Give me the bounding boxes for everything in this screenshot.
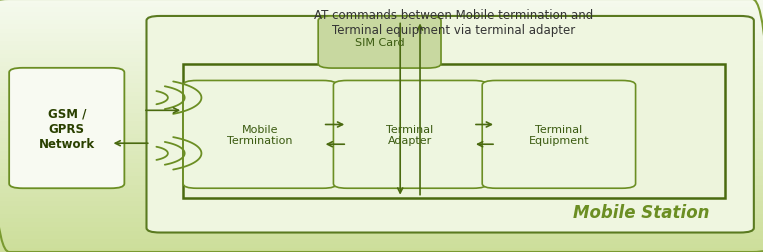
Bar — [0, 25, 763, 29]
FancyBboxPatch shape — [333, 81, 487, 188]
Bar — [0, 8, 763, 13]
Bar — [0, 197, 763, 202]
Bar — [0, 76, 763, 80]
Text: Terminal
Adapter: Terminal Adapter — [387, 124, 433, 146]
Bar — [0, 227, 763, 231]
Bar — [0, 239, 763, 244]
Bar — [0, 105, 763, 109]
Bar — [0, 46, 763, 50]
Bar — [0, 13, 763, 17]
Bar — [0, 185, 763, 189]
Bar — [0, 189, 763, 193]
Bar — [0, 155, 763, 160]
Bar — [0, 71, 763, 76]
Bar — [0, 214, 763, 218]
Bar — [0, 113, 763, 118]
Bar — [0, 202, 763, 206]
Bar — [0, 67, 763, 71]
Bar — [0, 34, 763, 38]
Bar — [0, 210, 763, 214]
Bar — [0, 84, 763, 88]
Bar — [0, 172, 763, 176]
Bar — [0, 160, 763, 164]
Bar — [0, 29, 763, 34]
Bar — [0, 101, 763, 105]
Bar — [0, 218, 763, 223]
Bar — [0, 235, 763, 239]
Bar — [0, 139, 763, 143]
Bar — [0, 206, 763, 210]
Bar — [0, 181, 763, 185]
Bar — [0, 248, 763, 252]
Bar — [0, 122, 763, 126]
Bar — [0, 176, 763, 181]
Text: Mobile Station: Mobile Station — [573, 203, 709, 221]
Bar — [0, 109, 763, 113]
Bar — [0, 42, 763, 46]
Bar — [0, 97, 763, 101]
Bar — [0, 134, 763, 139]
Bar — [0, 164, 763, 168]
Bar — [0, 88, 763, 92]
Bar — [0, 59, 763, 63]
Bar — [0, 92, 763, 97]
FancyBboxPatch shape — [146, 17, 754, 233]
Bar — [0, 63, 763, 67]
Bar — [0, 231, 763, 235]
Bar — [0, 126, 763, 130]
Text: SIM Card: SIM Card — [355, 38, 404, 48]
Bar — [0, 4, 763, 8]
Text: GSM /
GPRS
Network: GSM / GPRS Network — [39, 107, 95, 150]
Bar — [0, 193, 763, 197]
FancyBboxPatch shape — [9, 69, 124, 188]
Bar — [0, 50, 763, 55]
Bar — [0, 244, 763, 248]
FancyBboxPatch shape — [183, 64, 725, 198]
Bar — [0, 147, 763, 151]
Text: Terminal
Equipment: Terminal Equipment — [529, 124, 589, 146]
Bar — [0, 55, 763, 59]
Bar — [0, 0, 763, 4]
Bar — [0, 80, 763, 84]
Bar — [0, 38, 763, 42]
Bar — [0, 130, 763, 134]
FancyBboxPatch shape — [318, 17, 441, 69]
Bar — [0, 151, 763, 155]
Bar — [0, 118, 763, 122]
Bar — [0, 223, 763, 227]
Text: AT commands between Mobile termination and
Terminal equipment via terminal adapt: AT commands between Mobile termination a… — [314, 9, 594, 37]
Bar — [0, 17, 763, 21]
Bar — [0, 21, 763, 25]
FancyBboxPatch shape — [482, 81, 636, 188]
Bar — [0, 168, 763, 172]
Bar — [0, 143, 763, 147]
Text: Mobile
Termination: Mobile Termination — [227, 124, 292, 146]
FancyBboxPatch shape — [183, 81, 336, 188]
